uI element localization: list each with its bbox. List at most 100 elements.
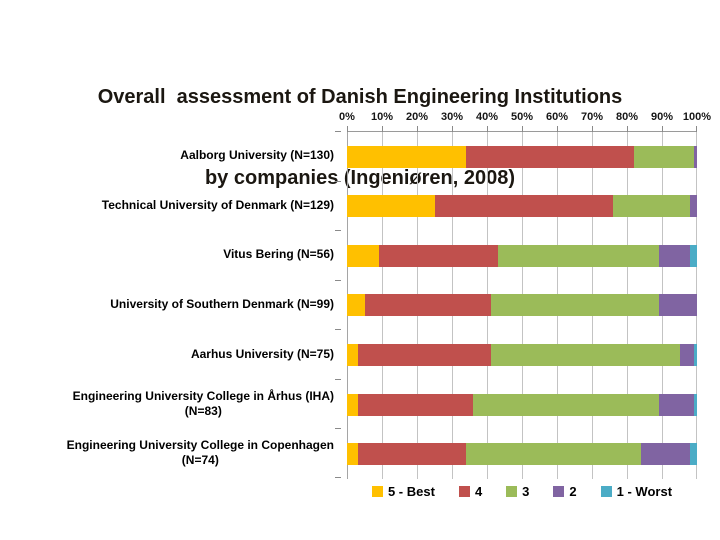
x-axis-tick-label: 50% bbox=[510, 111, 534, 123]
category-label: University of Southern Denmark (N=99) bbox=[110, 296, 334, 311]
category-axis-tick-mark bbox=[335, 279, 341, 281]
x-axis-tick-label: 70% bbox=[580, 111, 604, 123]
category-label-cell: Aalborg University (N=130) bbox=[0, 131, 341, 181]
bar-segment-4 bbox=[466, 145, 634, 168]
category-label-cell: Aarhus University (N=75) bbox=[0, 329, 341, 379]
bar-segment-3 bbox=[613, 195, 690, 218]
bar-segment-5---best bbox=[347, 145, 466, 168]
category-label-cell: Engineering University College in Århus … bbox=[0, 379, 341, 429]
bar-segment-2 bbox=[658, 393, 694, 416]
bar-segment-3 bbox=[634, 145, 694, 168]
stacked-bar bbox=[347, 443, 697, 466]
legend-item: 3 bbox=[506, 484, 529, 499]
legend-swatch-icon bbox=[458, 485, 470, 497]
plot-area bbox=[347, 126, 697, 479]
bar-segment-2 bbox=[690, 195, 697, 218]
category-axis: Aalborg University (N=130) Technical Univ… bbox=[0, 131, 341, 478]
legend-swatch-icon bbox=[553, 485, 565, 497]
x-axis-tick-mark bbox=[696, 126, 697, 132]
bar-row bbox=[347, 281, 697, 331]
bar-segment-5---best bbox=[347, 294, 365, 317]
x-axis-tick-mark bbox=[347, 126, 348, 132]
category-axis-tick-mark bbox=[335, 131, 341, 132]
legend-swatch-icon bbox=[506, 485, 518, 497]
bar-segment-1---worst bbox=[693, 344, 697, 367]
bar-segment-3 bbox=[466, 443, 641, 466]
x-axis-tick-mark bbox=[627, 126, 628, 132]
category-axis-tick-mark bbox=[335, 329, 341, 331]
bar-row bbox=[347, 429, 697, 479]
bar-segment-4 bbox=[434, 195, 613, 218]
bar-segment-4 bbox=[364, 294, 491, 317]
x-axis-tick-mark bbox=[522, 126, 523, 132]
category-label: Technical University of Denmark (N=129) bbox=[101, 197, 334, 212]
bar-segment-4 bbox=[378, 244, 498, 267]
bar-segment-2 bbox=[641, 443, 690, 466]
bar-segment-5---best bbox=[347, 195, 435, 218]
x-axis-tick-mark bbox=[557, 126, 558, 132]
bar-segment-1---worst bbox=[690, 443, 697, 466]
category-label: Vitus Bering (N=56) bbox=[223, 247, 334, 262]
stacked-bar bbox=[347, 195, 697, 218]
bar-row bbox=[347, 380, 697, 430]
bar-segment-3 bbox=[473, 393, 659, 416]
category-axis-tick-mark bbox=[335, 230, 341, 232]
stacked-bar bbox=[347, 344, 697, 367]
legend-label: 3 bbox=[522, 483, 530, 499]
legend-item: 1 - Worst bbox=[600, 483, 673, 499]
category-label: Aalborg University (N=130) bbox=[180, 148, 334, 163]
bar-segment-5---best bbox=[347, 443, 358, 466]
stacked-bar bbox=[347, 145, 697, 168]
x-axis-tick-label: 0% bbox=[339, 111, 355, 123]
category-label-cell: Vitus Bering (N=56) bbox=[0, 230, 341, 280]
x-axis-tick-label: 20% bbox=[405, 111, 429, 123]
x-axis-tick-mark bbox=[452, 126, 453, 132]
bar-segment-5---best bbox=[347, 393, 358, 416]
bar-segment-4 bbox=[357, 393, 473, 416]
bar-segment-5---best bbox=[347, 244, 379, 267]
category-axis-tick-mark bbox=[335, 428, 341, 430]
bar-segment-4 bbox=[357, 443, 466, 466]
legend-item: 2 bbox=[553, 483, 577, 499]
category-axis-tick-mark bbox=[335, 378, 341, 380]
legend: 5 - Best 4 3 2 1 - Worst bbox=[347, 480, 697, 502]
bar-segment-3 bbox=[497, 244, 659, 267]
category-label: Engineering University College in Copenh… bbox=[66, 438, 334, 468]
bar-segment-2 bbox=[693, 145, 697, 168]
bar-segment-4 bbox=[357, 344, 491, 367]
x-axis-tick-mark bbox=[487, 126, 488, 132]
x-axis-tick-label: 30% bbox=[440, 111, 464, 123]
legend-item: 4 bbox=[458, 484, 482, 499]
bar-segment-3 bbox=[490, 344, 680, 367]
chart-title-line2: by companies (Ingeniøren, 2008) bbox=[204, 167, 516, 189]
x-axis-tick-mark bbox=[592, 126, 593, 132]
x-axis-tick-label: 60% bbox=[545, 111, 569, 123]
bar-segment-1---worst bbox=[693, 393, 697, 416]
x-axis-tick-label: 40% bbox=[475, 111, 499, 123]
category-label-cell: Engineering University College in Copenh… bbox=[0, 428, 341, 478]
legend-label: 2 bbox=[569, 483, 577, 499]
x-axis-tick-label: 90% bbox=[650, 111, 674, 123]
bar-segment-3 bbox=[490, 294, 659, 317]
x-axis-tick-mark bbox=[382, 126, 383, 132]
bar-segment-5---best bbox=[347, 344, 358, 367]
bar-row bbox=[347, 330, 697, 380]
bar-row bbox=[347, 231, 697, 281]
x-axis-tick-label: 100% bbox=[682, 111, 712, 123]
bar-row bbox=[347, 132, 697, 182]
bar-segment-1---worst bbox=[690, 244, 697, 267]
x-axis: 0% 10% 20% 30% 40% 50% 60% 70% 80% 90% 100% bbox=[339, 111, 711, 126]
category-label-cell: University of Southern Denmark (N=99) bbox=[0, 280, 341, 330]
legend-label: 5 - Best bbox=[387, 483, 435, 499]
chart-title: Overall assessment of Danish Engineering… bbox=[0, 30, 720, 219]
legend-label: 1 - Worst bbox=[616, 483, 673, 499]
stacked-bar bbox=[347, 393, 697, 416]
stacked-bar bbox=[347, 294, 697, 317]
bar-segment-2 bbox=[658, 244, 690, 267]
bar-segment-2 bbox=[658, 294, 697, 317]
legend-item: 5 - Best bbox=[371, 483, 435, 499]
category-label-cell: Technical University of Denmark (N=129) bbox=[0, 181, 341, 231]
bar-segment-2 bbox=[679, 344, 694, 367]
x-axis-tick-mark bbox=[417, 126, 418, 132]
category-axis-tick-mark bbox=[335, 477, 341, 478]
